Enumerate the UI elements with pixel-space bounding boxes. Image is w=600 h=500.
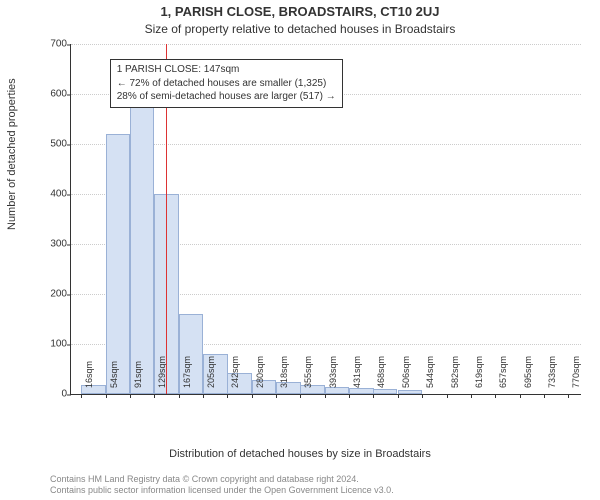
x-tick (495, 394, 496, 398)
x-tick-label: 657sqm (498, 356, 508, 388)
x-tick (544, 394, 545, 398)
x-tick-label: 54sqm (109, 361, 119, 388)
x-tick (154, 394, 155, 398)
x-tick (422, 394, 423, 398)
y-axis-label: Number of detached properties (6, 78, 18, 230)
x-tick (568, 394, 569, 398)
x-tick (252, 394, 253, 398)
x-tick (398, 394, 399, 398)
x-tick-label: 205sqm (206, 356, 216, 388)
histogram-bar (373, 389, 397, 394)
footer-line-1: Contains HM Land Registry data © Crown c… (50, 474, 394, 485)
x-tick-label: 16sqm (84, 361, 94, 388)
y-tick-label: 400 (33, 189, 67, 200)
x-tick-label: 582sqm (450, 356, 460, 388)
x-tick (106, 394, 107, 398)
x-tick (373, 394, 374, 398)
chart-page: 1, PARISH CLOSE, BROADSTAIRS, CT10 2UJ S… (0, 0, 600, 500)
x-tick-label: 770sqm (571, 356, 581, 388)
x-tick-label: 280sqm (255, 356, 265, 388)
x-tick-label: 355sqm (303, 356, 313, 388)
x-tick (300, 394, 301, 398)
annotation-line: ← 72% of detached houses are smaller (1,… (117, 77, 336, 91)
x-tick (349, 394, 350, 398)
x-tick-label: 544sqm (425, 356, 435, 388)
x-tick (203, 394, 204, 398)
x-tick (471, 394, 472, 398)
x-tick-label: 242sqm (230, 356, 240, 388)
x-tick (81, 394, 82, 398)
x-tick-label: 695sqm (523, 356, 533, 388)
footer: Contains HM Land Registry data © Crown c… (50, 474, 394, 496)
x-tick-label: 733sqm (547, 356, 557, 388)
x-axis-label: Distribution of detached houses by size … (0, 448, 600, 460)
y-tick-label: 200 (33, 289, 67, 300)
x-tick (130, 394, 131, 398)
histogram-bar (349, 388, 373, 394)
x-tick-label: 318sqm (279, 356, 289, 388)
annotation-line: 1 PARISH CLOSE: 147sqm (117, 63, 336, 77)
x-tick (179, 394, 180, 398)
x-tick-label: 393sqm (328, 356, 338, 388)
histogram-bar (398, 390, 422, 394)
gridline (71, 44, 581, 45)
x-tick-label: 431sqm (352, 356, 362, 388)
y-tick-label: 700 (33, 39, 67, 50)
x-tick (227, 394, 228, 398)
y-tick-label: 0 (33, 389, 67, 400)
subtitle: Size of property relative to detached ho… (0, 22, 600, 36)
footer-line-2: Contains public sector information licen… (50, 485, 394, 496)
x-tick-label: 167sqm (182, 356, 192, 388)
histogram-bar (325, 387, 349, 394)
x-tick (447, 394, 448, 398)
annotation-box: 1 PARISH CLOSE: 147sqm← 72% of detached … (110, 59, 343, 108)
histogram-bar (130, 99, 154, 394)
annotation-line: 28% of semi-detached houses are larger (… (117, 90, 336, 104)
histogram-plot: 010020030040050060070016sqm54sqm91sqm129… (70, 44, 581, 395)
x-tick-label: 468sqm (376, 356, 386, 388)
y-tick-label: 300 (33, 239, 67, 250)
x-tick-label: 619sqm (474, 356, 484, 388)
x-tick (325, 394, 326, 398)
x-tick-label: 506sqm (401, 356, 411, 388)
y-tick-label: 100 (33, 339, 67, 350)
y-tick-label: 600 (33, 89, 67, 100)
x-tick-label: 91sqm (133, 361, 143, 388)
histogram-bar (106, 134, 130, 394)
x-tick (520, 394, 521, 398)
x-tick (276, 394, 277, 398)
page-title: 1, PARISH CLOSE, BROADSTAIRS, CT10 2UJ (0, 4, 600, 19)
y-tick-label: 500 (33, 139, 67, 150)
